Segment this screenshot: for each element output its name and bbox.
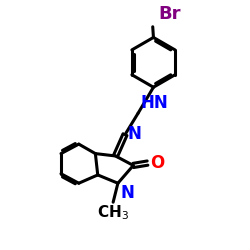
Text: HN: HN (141, 94, 169, 112)
Text: N: N (120, 184, 134, 202)
Text: CH$_3$: CH$_3$ (97, 203, 129, 222)
Text: O: O (150, 154, 164, 172)
Text: Br: Br (158, 5, 181, 23)
Text: N: N (128, 125, 142, 143)
